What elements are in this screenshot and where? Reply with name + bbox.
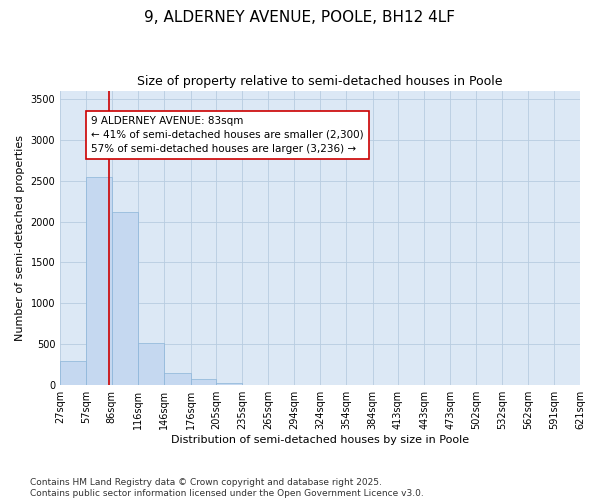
Bar: [191, 379, 216, 385]
X-axis label: Distribution of semi-detached houses by size in Poole: Distribution of semi-detached houses by …: [171, 435, 469, 445]
Bar: [164, 372, 191, 385]
Title: Size of property relative to semi-detached houses in Poole: Size of property relative to semi-detach…: [137, 75, 503, 88]
Bar: [216, 383, 242, 385]
Bar: [138, 342, 164, 385]
Bar: [86, 178, 112, 385]
Text: 9 ALDERNEY AVENUE: 83sqm
← 41% of semi-detached houses are smaller (2,300)
57% o: 9 ALDERNEY AVENUE: 83sqm ← 41% of semi-d…: [91, 116, 364, 154]
Text: 9, ALDERNEY AVENUE, POOLE, BH12 4LF: 9, ALDERNEY AVENUE, POOLE, BH12 4LF: [145, 10, 455, 25]
Bar: [60, 360, 86, 385]
Text: Contains HM Land Registry data © Crown copyright and database right 2025.
Contai: Contains HM Land Registry data © Crown c…: [30, 478, 424, 498]
Bar: [112, 212, 138, 385]
Y-axis label: Number of semi-detached properties: Number of semi-detached properties: [15, 135, 25, 341]
